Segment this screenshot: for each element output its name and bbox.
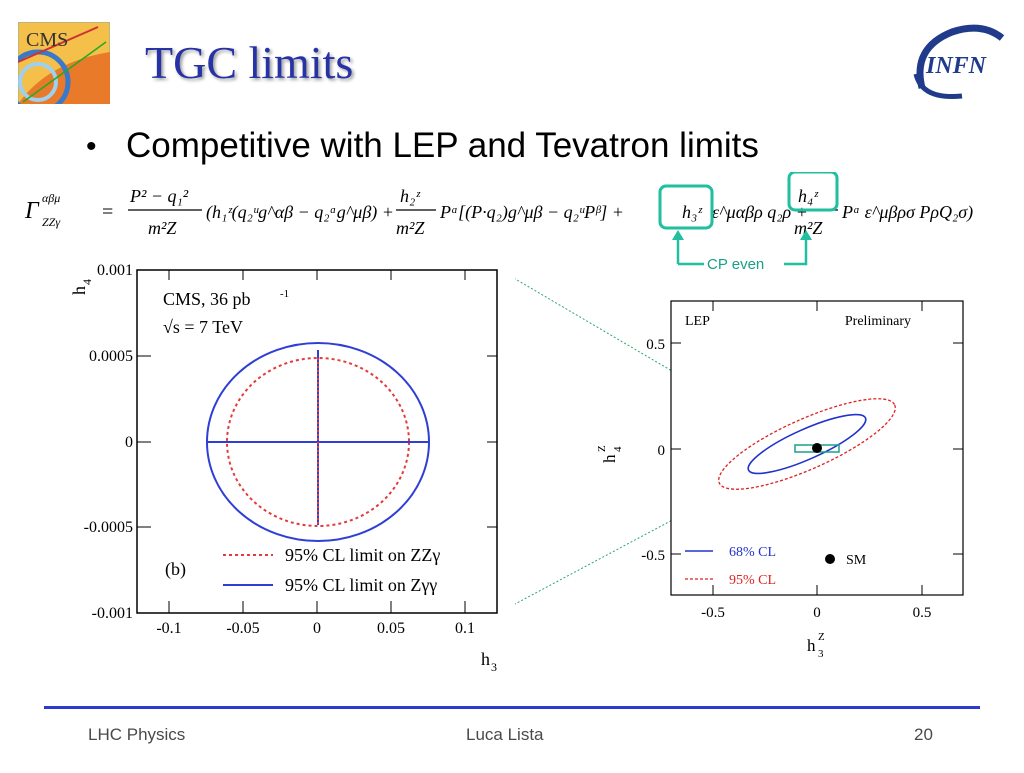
cms-x-tick: 0.05 xyxy=(377,620,405,637)
cms-y-tick: 0 xyxy=(125,434,133,451)
footer-divider xyxy=(44,706,980,709)
cms-x-axis-label: h xyxy=(481,649,490,669)
formula-lhs-sup: αβμ xyxy=(42,191,60,205)
cms-x-tick: -0.1 xyxy=(156,620,181,637)
lep-68cl-contour xyxy=(747,413,867,475)
h4-highlight-box xyxy=(787,170,839,212)
lep-sm-point xyxy=(812,443,822,453)
lep-limit-plot: 0.5 0 -0.5 -0.5 0 0.5 h Z 3 h Z 4 LEP Pr… xyxy=(585,295,985,670)
cms-y-axis-label-sub: 4 xyxy=(80,279,94,285)
cms-panel-label: (b) xyxy=(165,559,186,580)
cms-legend-zzg: 95% CL limit on ZZγ xyxy=(285,545,440,565)
cms-lumi-label: CMS, 36 pb xyxy=(163,289,251,309)
lep-corner-label: LEP xyxy=(685,314,710,329)
cp-even-label: CP even xyxy=(707,256,765,273)
cms-y-tick: -0.0005 xyxy=(84,519,133,536)
cms-x-tick: -0.05 xyxy=(226,620,259,637)
infn-logo: INFN xyxy=(902,18,1012,108)
cms-lumi-unit: -1 xyxy=(280,288,289,300)
formula-lhs: Γ xyxy=(24,198,40,224)
formula-part3: ε^μαβρ q₂ρ + xyxy=(712,202,808,222)
lep-y-tick: 0 xyxy=(658,443,666,459)
cms-logo: CMS xyxy=(5,21,111,115)
footer-page-number: 20 xyxy=(914,725,933,744)
formula-frac2-num: h₂ᶻ xyxy=(400,186,421,206)
svg-text:=: = xyxy=(102,201,113,223)
slide-title: TGC limits xyxy=(145,37,354,88)
lep-x-axis-label: h xyxy=(807,636,816,655)
formula-frac1-den: m²Z xyxy=(148,218,177,238)
bullet-marker: • xyxy=(86,130,97,163)
cp-even-connector xyxy=(660,228,820,278)
footer-author: Luca Lista xyxy=(466,725,544,744)
lep-x-tick: 0 xyxy=(813,605,821,621)
lep-x-axis-label-sup: Z xyxy=(818,631,825,643)
lep-y-axis-label: h xyxy=(600,454,619,463)
formula-part1: (h₁ᶻ(q₂ᵘg^αβ − q₂ᵅg^μβ) + xyxy=(206,202,394,223)
lep-preliminary-label: Preliminary xyxy=(845,314,911,329)
lep-legend-sm: SM xyxy=(846,553,867,568)
h3-highlight-box xyxy=(658,184,714,230)
infn-logo-text: INFN xyxy=(925,53,988,79)
formula-lhs-sub: ZZγ xyxy=(42,215,60,229)
formula-frac2-den: m²Z xyxy=(396,218,425,238)
lep-y-tick: 0.5 xyxy=(646,337,665,353)
formula-part4: Pᵅ ε^μβρσ PρQ₂σ) xyxy=(841,202,973,223)
formula-frac1-num: P² − q₁² xyxy=(129,186,189,206)
formula-frac3-den: m²Z xyxy=(794,218,823,238)
lep-y-tick: -0.5 xyxy=(641,548,665,564)
bullet-text: Competitive with LEP and Tevatron limits xyxy=(126,126,759,165)
cms-x-axis-label-sub: 3 xyxy=(491,660,497,674)
cms-legend-zgg: 95% CL limit on Zγγ xyxy=(285,575,437,595)
lep-95cl-contour xyxy=(718,398,896,490)
formula-part2: Pᵅ[(P·q₂)g^μβ − q₂ᵘPᵝ] + xyxy=(439,202,624,223)
cms-y-axis-label: h xyxy=(69,286,89,295)
lep-x-tick: -0.5 xyxy=(701,605,725,621)
footer-course: LHC Physics xyxy=(88,725,186,744)
cms-limit-plot: 0.001 0.0005 0 -0.0005 -0.001 -0.1 -0.05… xyxy=(55,255,515,685)
vertex-formula: Γ αβμ ZZγ = P² − q₁² m²Z (h₁ᶻ(q₂ᵘg^αβ − … xyxy=(20,170,1010,244)
cms-energy-label: √s = 7 TeV xyxy=(163,317,243,337)
lep-legend-95: 95% CL xyxy=(729,573,776,588)
lep-y-axis-label-sub: 4 xyxy=(612,446,624,452)
cms-y-tick: 0.0005 xyxy=(89,348,133,365)
cms-x-tick: 0 xyxy=(313,620,321,637)
lep-y-axis-label-sup: Z xyxy=(596,445,608,452)
lep-legend-sm-marker xyxy=(825,554,835,564)
formula-h4: h₄ᶻ xyxy=(798,186,819,206)
lep-legend-68: 68% CL xyxy=(729,545,776,560)
cms-logo-text: CMS xyxy=(26,29,68,51)
lep-x-axis-label-sub: 3 xyxy=(818,648,824,660)
formula-h3: h₃ᶻ xyxy=(682,202,703,222)
cms-y-tick: -0.001 xyxy=(92,605,133,622)
cms-y-tick: 0.001 xyxy=(97,262,133,279)
cms-x-tick: 0.1 xyxy=(455,620,475,637)
lep-x-tick: 0.5 xyxy=(913,605,932,621)
